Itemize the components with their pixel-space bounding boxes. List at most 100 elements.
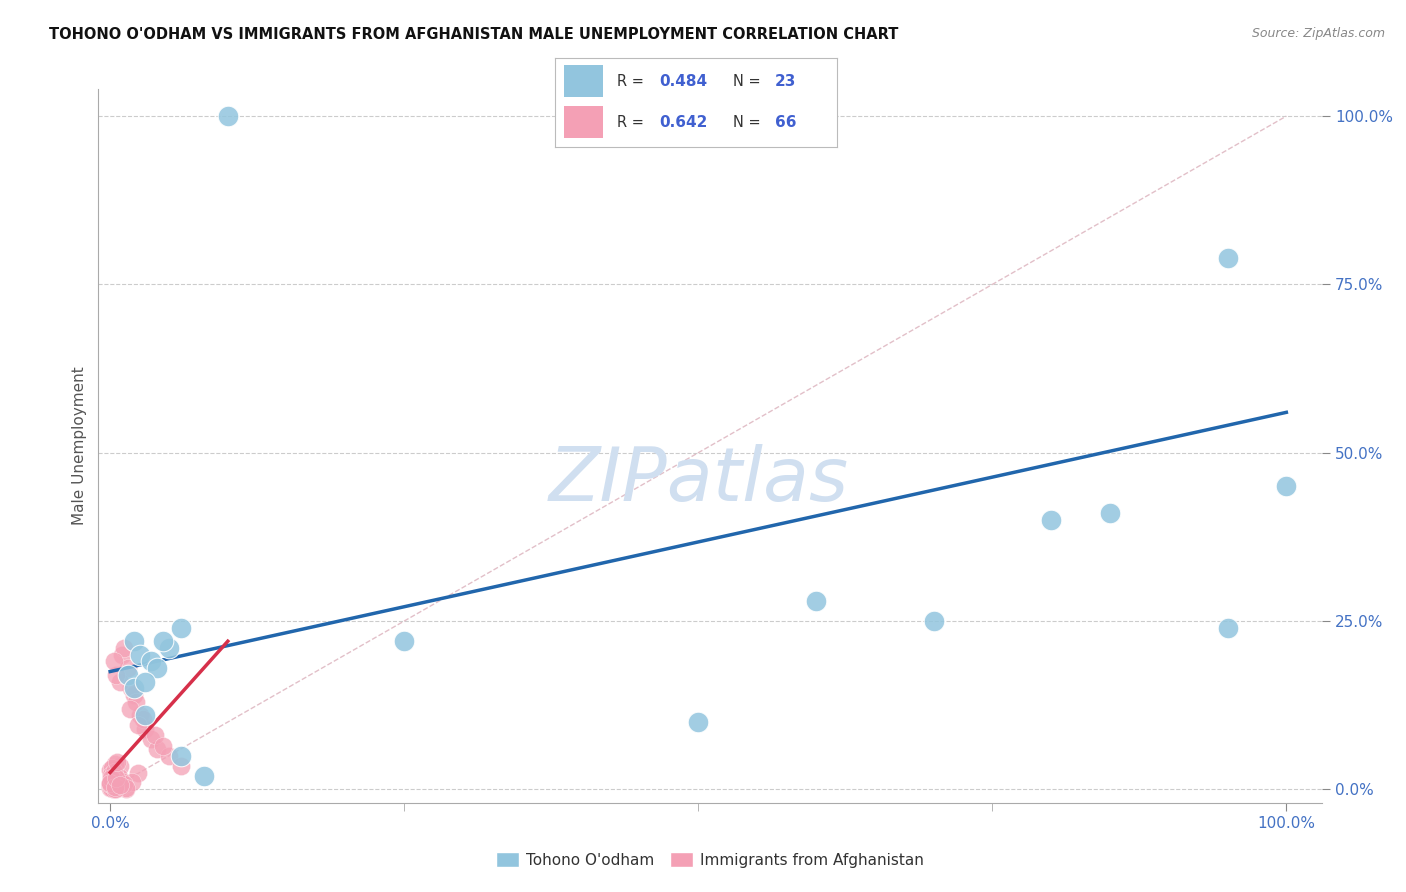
Point bbox=[394, 634, 416, 648]
Point bbox=[117, 661, 139, 675]
Point bbox=[688, 714, 710, 729]
Point bbox=[141, 731, 163, 746]
Point bbox=[100, 780, 122, 794]
Bar bbox=[564, 106, 603, 138]
Point bbox=[157, 748, 180, 763]
Point bbox=[1040, 513, 1063, 527]
Point bbox=[105, 782, 128, 797]
Point bbox=[193, 769, 215, 783]
Point bbox=[100, 774, 122, 789]
Point bbox=[105, 771, 128, 785]
Point bbox=[217, 109, 239, 123]
Point bbox=[122, 688, 145, 702]
Point bbox=[101, 779, 124, 793]
Point bbox=[108, 674, 131, 689]
Point bbox=[107, 779, 129, 793]
Point bbox=[122, 634, 145, 648]
Point bbox=[100, 780, 122, 795]
Point bbox=[108, 780, 131, 794]
Point bbox=[120, 681, 142, 696]
Point bbox=[170, 758, 193, 772]
Point bbox=[103, 780, 125, 795]
Point bbox=[111, 648, 134, 662]
Point bbox=[922, 614, 945, 628]
Point bbox=[105, 770, 128, 784]
Point bbox=[112, 640, 135, 655]
Point bbox=[127, 765, 149, 780]
Text: N =: N = bbox=[733, 74, 765, 88]
Point bbox=[108, 775, 131, 789]
Point bbox=[1216, 621, 1239, 635]
Point bbox=[104, 780, 127, 794]
Point bbox=[105, 756, 128, 770]
Point bbox=[103, 770, 125, 784]
Point bbox=[100, 781, 122, 796]
Point bbox=[104, 781, 127, 796]
Point bbox=[103, 780, 125, 795]
Point bbox=[98, 777, 121, 791]
Point bbox=[100, 761, 122, 775]
Point bbox=[98, 764, 121, 778]
Point bbox=[134, 722, 156, 736]
Point bbox=[112, 777, 135, 791]
Text: TOHONO O'ODHAM VS IMMIGRANTS FROM AFGHANISTAN MALE UNEMPLOYMENT CORRELATION CHAR: TOHONO O'ODHAM VS IMMIGRANTS FROM AFGHAN… bbox=[49, 27, 898, 42]
Point bbox=[104, 777, 127, 791]
Point bbox=[114, 780, 136, 795]
Point bbox=[114, 781, 136, 796]
Point bbox=[101, 779, 124, 793]
Point bbox=[100, 768, 122, 782]
Point bbox=[152, 634, 174, 648]
Point bbox=[108, 778, 131, 792]
Point bbox=[125, 695, 148, 709]
Text: 66: 66 bbox=[775, 115, 796, 129]
Point bbox=[143, 729, 166, 743]
Point bbox=[128, 648, 150, 662]
Point bbox=[1216, 251, 1239, 265]
Point bbox=[100, 774, 122, 789]
Point bbox=[108, 780, 131, 795]
Point bbox=[110, 773, 132, 788]
Point bbox=[103, 782, 125, 797]
Point bbox=[117, 668, 139, 682]
Legend: Tohono O'odham, Immigrants from Afghanistan: Tohono O'odham, Immigrants from Afghanis… bbox=[489, 846, 931, 873]
Point bbox=[108, 770, 131, 784]
Text: N =: N = bbox=[733, 115, 765, 129]
Point bbox=[128, 708, 150, 723]
Point bbox=[134, 708, 156, 723]
Point bbox=[110, 759, 132, 773]
Point bbox=[100, 776, 122, 790]
Point bbox=[1098, 506, 1121, 520]
Text: R =: R = bbox=[617, 115, 648, 129]
Point bbox=[1275, 479, 1298, 493]
Point bbox=[101, 773, 124, 788]
Point bbox=[132, 712, 155, 726]
Point bbox=[152, 739, 174, 753]
Point bbox=[804, 594, 827, 608]
Point bbox=[141, 655, 163, 669]
Point bbox=[120, 701, 142, 715]
Point bbox=[100, 771, 122, 785]
Point bbox=[103, 655, 125, 669]
Point bbox=[127, 718, 149, 732]
Point bbox=[98, 778, 121, 792]
Bar bbox=[564, 65, 603, 97]
Point bbox=[100, 771, 122, 785]
Point bbox=[170, 748, 193, 763]
Point bbox=[134, 674, 156, 689]
Point bbox=[122, 681, 145, 696]
Point bbox=[103, 757, 125, 772]
Point bbox=[121, 775, 143, 789]
Text: Source: ZipAtlas.com: Source: ZipAtlas.com bbox=[1251, 27, 1385, 40]
Point bbox=[157, 640, 180, 655]
Point bbox=[104, 773, 127, 788]
Point bbox=[101, 781, 124, 796]
Text: R =: R = bbox=[617, 74, 648, 88]
Point bbox=[100, 780, 122, 795]
Y-axis label: Male Unemployment: Male Unemployment bbox=[72, 367, 87, 525]
Point bbox=[146, 661, 169, 675]
Text: 0.642: 0.642 bbox=[659, 115, 707, 129]
Point bbox=[105, 668, 128, 682]
Text: 0.484: 0.484 bbox=[659, 74, 707, 88]
Point bbox=[103, 765, 125, 780]
Text: ZIPatlas: ZIPatlas bbox=[548, 443, 848, 516]
